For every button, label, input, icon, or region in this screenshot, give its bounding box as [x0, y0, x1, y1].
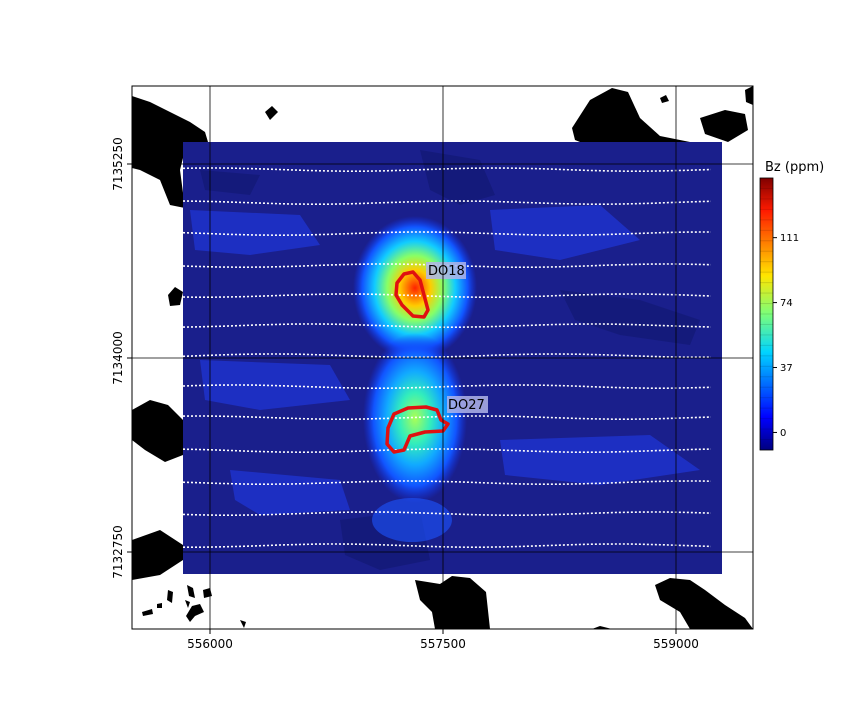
flight-line: [183, 543, 712, 548]
label-do27: DO27: [448, 398, 485, 413]
mid-zone: [500, 435, 700, 485]
x-tick-label: 557500: [420, 637, 466, 651]
mid-zone: [190, 210, 320, 255]
colorbar: Bz (ppm) 111 74 37 0: [759, 160, 824, 451]
outcrop-southwest: [132, 530, 183, 580]
colorbar-gradient: [760, 178, 773, 450]
mid-zone: [230, 470, 350, 515]
flight-line: [182, 480, 712, 485]
outcrop-northwest: [132, 96, 208, 208]
label-box-do27: [447, 396, 488, 413]
y-axis: 7135250 7134000 7132750: [111, 137, 132, 579]
flight-line: [182, 167, 712, 172]
outcrop-southwest-bits: [142, 585, 246, 628]
low-zone: [200, 170, 260, 195]
label-box-do18: [426, 262, 466, 279]
low-zone: [560, 290, 700, 345]
y-tick-label: 7132750: [111, 525, 125, 578]
target-outline-do27: [385, 405, 450, 454]
colorbar-title: Bz (ppm): [765, 160, 824, 175]
outcrop-northeast-small: [700, 110, 748, 142]
colorbar-tick-label: 0: [780, 428, 786, 439]
mid-zone: [490, 205, 640, 260]
colorbar-tick-label: 74: [780, 298, 793, 309]
flight-line: [182, 353, 712, 358]
flight-line: [182, 415, 712, 420]
map-axes: DO18 DO27 556000 557500 559000 7135250: [111, 85, 754, 651]
flight-line: [182, 231, 711, 237]
flight-line: [182, 511, 712, 516]
flight-line: [182, 293, 712, 298]
anomaly-labels: DO18 DO27: [426, 262, 488, 413]
outcrop-north-small: [265, 106, 278, 120]
flight-line: [182, 448, 712, 454]
colorbar-bands: [760, 177, 773, 451]
target-outline-do18: [394, 270, 430, 319]
outcrop-southeast: [655, 578, 753, 629]
x-axis: 556000 557500 559000: [187, 629, 699, 651]
label-do18: DO18: [428, 264, 465, 279]
outcrop-west: [132, 400, 183, 462]
anomaly-south-rise: [372, 498, 452, 542]
outcrop-east-edge: [745, 86, 753, 105]
outcrop-west-small: [168, 287, 183, 306]
y-tick-label: 7135250: [111, 137, 125, 190]
map-grid: [132, 86, 753, 629]
outcrop-northeast-dot: [660, 95, 669, 103]
colorbar-tick-label: 111: [780, 233, 799, 244]
anomaly-do18: [353, 216, 477, 360]
colorbar-tick-label: 37: [780, 363, 793, 374]
colorbar-frame: [759, 177, 774, 451]
x-tick-label: 559000: [653, 637, 699, 651]
y-tick-label: 7134000: [111, 331, 125, 384]
flight-line: [182, 200, 712, 205]
outcrop-south-bit: [592, 626, 612, 629]
outcrop-south: [415, 576, 490, 629]
x-tick-label: 556000: [187, 637, 233, 651]
colorbar-ticks: 111 74 37 0: [773, 233, 799, 439]
flight-line: [182, 384, 712, 389]
flight-line: [182, 323, 712, 328]
